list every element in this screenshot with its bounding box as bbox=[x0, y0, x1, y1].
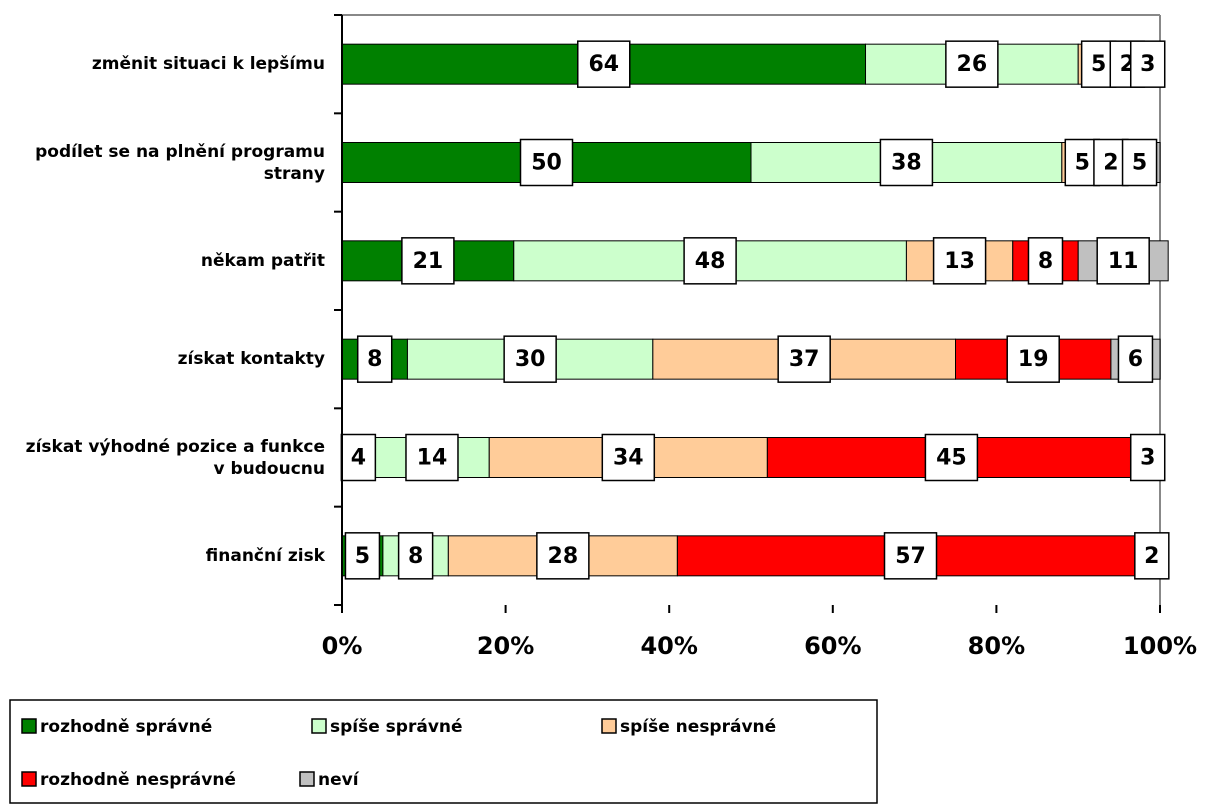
legend-label: neví bbox=[318, 770, 360, 790]
data-label-box bbox=[536, 532, 590, 580]
data-label-box bbox=[945, 40, 999, 88]
data-label-box bbox=[503, 335, 557, 383]
data-label: 8 bbox=[367, 347, 382, 372]
data-label: 26 bbox=[957, 52, 988, 77]
data-label: 30 bbox=[515, 347, 546, 372]
data-label-box bbox=[401, 237, 455, 285]
x-tick-label: 100% bbox=[1123, 632, 1197, 660]
data-label: 14 bbox=[417, 446, 448, 471]
category-label: získat výhodné pozice a funkce v budoucn… bbox=[25, 436, 325, 479]
data-label-box bbox=[397, 532, 434, 580]
legend-label: spíše nesprávné bbox=[620, 717, 776, 737]
category-label: získat kontakty bbox=[177, 349, 325, 370]
data-label: 5 bbox=[1132, 151, 1147, 176]
category-label: podílet se na plnění programu strany bbox=[35, 141, 325, 184]
data-label: 2 bbox=[1144, 544, 1159, 569]
data-label: 5 bbox=[1091, 52, 1106, 77]
data-label: 21 bbox=[413, 249, 444, 274]
data-label-box bbox=[879, 138, 934, 187]
data-label-box bbox=[1129, 40, 1166, 88]
legend-label: spíše správné bbox=[330, 717, 463, 737]
data-label: 37 bbox=[789, 347, 820, 372]
data-label: 11 bbox=[1108, 249, 1139, 274]
data-label: 3 bbox=[1140, 446, 1155, 471]
legend-swatch bbox=[21, 771, 37, 787]
x-tick-label: 20% bbox=[477, 632, 534, 660]
data-label: 64 bbox=[588, 52, 619, 77]
data-label-box bbox=[344, 532, 381, 580]
data-label-box bbox=[924, 433, 979, 482]
data-label-box bbox=[1027, 237, 1064, 285]
data-label: 50 bbox=[531, 151, 562, 176]
category-label: změnit situaci k lepšímu bbox=[91, 54, 325, 75]
data-label-box bbox=[683, 237, 737, 285]
data-label: 4 bbox=[351, 446, 366, 471]
category-label: někam patřit bbox=[200, 250, 325, 271]
legend-swatch bbox=[299, 771, 315, 787]
data-label: 6 bbox=[1128, 347, 1143, 372]
data-label: 8 bbox=[408, 544, 423, 569]
legend-swatch bbox=[21, 718, 37, 734]
data-label: 3 bbox=[1140, 52, 1155, 77]
data-label: 5 bbox=[355, 544, 370, 569]
data-label-box bbox=[932, 237, 987, 285]
data-label: 38 bbox=[891, 151, 922, 176]
data-label: 5 bbox=[1075, 151, 1090, 176]
data-label-box bbox=[1134, 532, 1170, 580]
data-label-box bbox=[1096, 237, 1150, 285]
data-label: 34 bbox=[613, 446, 644, 471]
data-label-box bbox=[519, 138, 574, 187]
data-label-box bbox=[1129, 433, 1166, 482]
data-label-box bbox=[405, 433, 459, 482]
legend-swatch bbox=[311, 718, 327, 734]
data-label-box bbox=[340, 433, 377, 482]
data-label: 13 bbox=[944, 249, 975, 274]
x-tick-label: 60% bbox=[804, 632, 861, 660]
data-label: 45 bbox=[936, 446, 967, 471]
data-label-box bbox=[1006, 335, 1060, 383]
data-label-box bbox=[1121, 138, 1158, 187]
data-label: 57 bbox=[895, 544, 926, 569]
legend-label: rozhodně správné bbox=[40, 717, 212, 737]
data-label-box bbox=[1117, 335, 1154, 383]
data-label-box bbox=[601, 433, 656, 482]
x-tick-label: 80% bbox=[968, 632, 1025, 660]
x-tick-label: 40% bbox=[640, 632, 697, 660]
legend-swatch bbox=[601, 718, 617, 734]
legend-label: rozhodně nesprávné bbox=[40, 770, 236, 790]
data-label-box bbox=[777, 335, 831, 383]
data-label: 19 bbox=[1018, 347, 1049, 372]
legend-box bbox=[9, 699, 878, 804]
data-label-box bbox=[577, 40, 631, 88]
data-label: 8 bbox=[1038, 249, 1053, 274]
data-label: 48 bbox=[695, 249, 726, 274]
data-label-box bbox=[356, 335, 393, 383]
data-label: 28 bbox=[548, 544, 579, 569]
x-tick-label: 0% bbox=[322, 632, 363, 660]
category-label: finanční zisk bbox=[205, 545, 325, 566]
data-label-box bbox=[883, 532, 938, 580]
data-label: 2 bbox=[1103, 151, 1118, 176]
